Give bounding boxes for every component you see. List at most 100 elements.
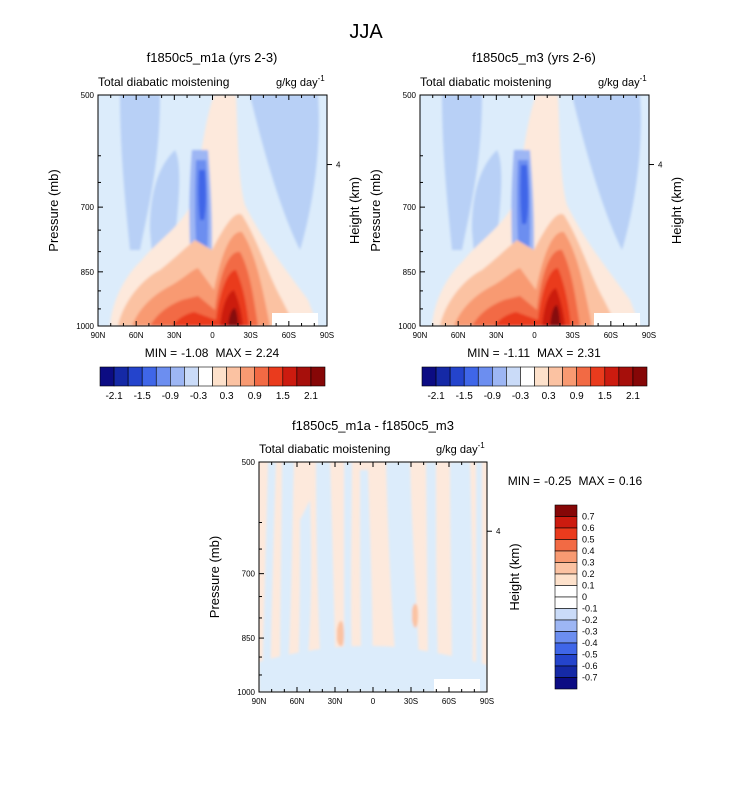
colorbar-label: 0.2 <box>582 569 595 579</box>
colorbar-label: 0.3 <box>542 391 556 402</box>
x-tick-label: 90N <box>91 331 106 340</box>
salmon-spot <box>412 603 418 628</box>
panel-3-stats: MIN = -0.25 MAX = 0.16 <box>508 474 643 488</box>
y-tick-label: 700 <box>242 570 256 579</box>
panel-3-units: g/kg day-1 <box>436 441 485 456</box>
colorbar-swatch <box>554 608 578 621</box>
blue-streak <box>450 462 473 692</box>
panel-2-subtitle: Total diabatic moistening <box>420 75 551 89</box>
height-tick-label: 4 <box>496 527 501 536</box>
light-blue-region <box>442 95 482 250</box>
colorbar-swatch <box>534 366 549 387</box>
panel-2-colorbar: -2.1 -1.5 -0.9 -0.3 0.3 0.9 1.5 2.1 <box>421 366 648 402</box>
colorbar-swatch <box>506 366 521 387</box>
blue-core <box>520 165 529 224</box>
colorbar-label: 0.9 <box>570 391 584 402</box>
height-tick-label: 4 <box>658 161 663 170</box>
x-tick-label: 60N <box>290 697 305 706</box>
colorbar-label: -2.1 <box>105 391 123 402</box>
panel-2-stats: MIN = -1.11 MAX = 2.31 <box>467 346 601 360</box>
colorbar-swatch <box>554 550 578 563</box>
y-tick-label: 1000 <box>237 688 255 697</box>
colorbar-swatch <box>477 366 493 387</box>
y-tick-label: 850 <box>81 268 95 277</box>
x-tick-label: 0 <box>371 697 376 706</box>
x-tick-label: 60S <box>282 331 296 340</box>
colorbar-label: 1.5 <box>598 391 612 402</box>
right-axis-title: Height (km) <box>669 177 684 244</box>
blue-streak <box>316 462 336 692</box>
blue-streak <box>426 462 438 660</box>
panel-1-colorbar: -2.1 -1.5 -0.9 -0.3 0.3 0.9 1.5 2.1 <box>99 366 326 402</box>
colorbar-swatch <box>268 366 284 387</box>
light-blue-region <box>572 95 641 250</box>
y-tick-label: 500 <box>81 91 95 100</box>
panel-2-missing-patch <box>594 313 640 326</box>
x-tick-label: 90S <box>642 331 656 340</box>
x-tick-label: 60N <box>451 331 466 340</box>
panel-3: f1850c5_m1a - f1850c5_m3 Total diabatic … <box>207 418 643 706</box>
colorbar-label: 0.7 <box>582 512 595 522</box>
colorbar-label: 0.1 <box>582 581 595 591</box>
colorbar-label: 0 <box>582 592 587 602</box>
colorbar-swatch <box>554 539 578 552</box>
colorbar-swatch <box>127 366 143 387</box>
panel-3-title: f1850c5_m1a - f1850c5_m3 <box>292 418 454 433</box>
right-axis-title: Height (km) <box>507 543 522 610</box>
blue-streak <box>280 462 294 680</box>
x-tick-label: 30S <box>244 331 258 340</box>
y-axis-title: Pressure (mb) <box>207 536 222 618</box>
colorbar-swatch <box>554 665 578 678</box>
panel-2-axes: 90N 60N 30N 0 30S 60S 90S 500 700 850 1000 4 Pressur… <box>368 91 684 340</box>
panel-2: f1850c5_m3 (yrs 2-6) Total diabatic mois… <box>368 50 684 340</box>
colorbar-swatch <box>554 642 578 655</box>
colorbar-swatch <box>520 366 535 387</box>
colorbar-swatch <box>554 504 578 517</box>
colorbar-swatch <box>590 366 606 387</box>
blue-streak <box>360 470 373 692</box>
x-tick-label: 30N <box>489 331 504 340</box>
colorbar-label: 0.4 <box>582 546 595 556</box>
colorbar-label: -0.3 <box>190 391 208 402</box>
colorbar-label: -1.5 <box>134 391 152 402</box>
colorbar-label: -0.9 <box>484 391 502 402</box>
panel-1-subtitle: Total diabatic moistening <box>98 75 229 89</box>
x-tick-label: 90S <box>320 331 334 340</box>
blue-streak <box>386 462 420 692</box>
panel-1-missing-patch <box>272 313 318 326</box>
right-axis-title: Height (km) <box>347 177 362 244</box>
colorbar-label: 0.3 <box>582 558 595 568</box>
panel-3-colorbar: 0.70.6 0.50.4 0.30.2 0.10 -0.1-0.2 -0.3-0.4 -0… <box>554 504 598 690</box>
x-tick-label: 60S <box>604 331 618 340</box>
panel-1-title: f1850c5_m1a (yrs 2-3) <box>147 50 278 65</box>
colorbar-swatch <box>548 366 563 387</box>
colorbar-swatch <box>240 366 255 387</box>
colorbar-swatch <box>198 366 213 387</box>
colorbar-swatch <box>562 366 577 387</box>
y-tick-label: 500 <box>403 91 417 100</box>
panel-1-contours <box>110 95 319 326</box>
x-tick-label: 90S <box>480 697 494 706</box>
colorbar-label: 2.1 <box>304 391 318 402</box>
y-tick-label: 1000 <box>398 322 416 331</box>
colorbar-label: 0.6 <box>582 523 595 533</box>
colorbar-swatch <box>554 516 578 529</box>
height-tick-label: 4 <box>336 161 341 170</box>
y-tick-label: 850 <box>242 634 256 643</box>
y-tick-label: 850 <box>403 268 417 277</box>
panel-2-units: g/kg day-1 <box>598 74 647 89</box>
panel-3-contours <box>259 462 487 692</box>
colorbar-label: 0.9 <box>248 391 262 402</box>
colorbar-label: -0.3 <box>512 391 530 402</box>
colorbar-swatch <box>296 366 312 387</box>
colorbar-label: -0.5 <box>582 650 598 660</box>
colorbar-swatch <box>310 366 326 387</box>
colorbar-label: 0.5 <box>582 535 595 545</box>
y-tick-label: 500 <box>242 458 256 467</box>
salmon-spot <box>337 620 344 647</box>
colorbar-label: 2.1 <box>626 391 640 402</box>
x-tick-label: 0 <box>210 331 215 340</box>
colorbar-swatch <box>554 573 578 586</box>
panel-2-title: f1850c5_m3 (yrs 2-6) <box>472 50 596 65</box>
